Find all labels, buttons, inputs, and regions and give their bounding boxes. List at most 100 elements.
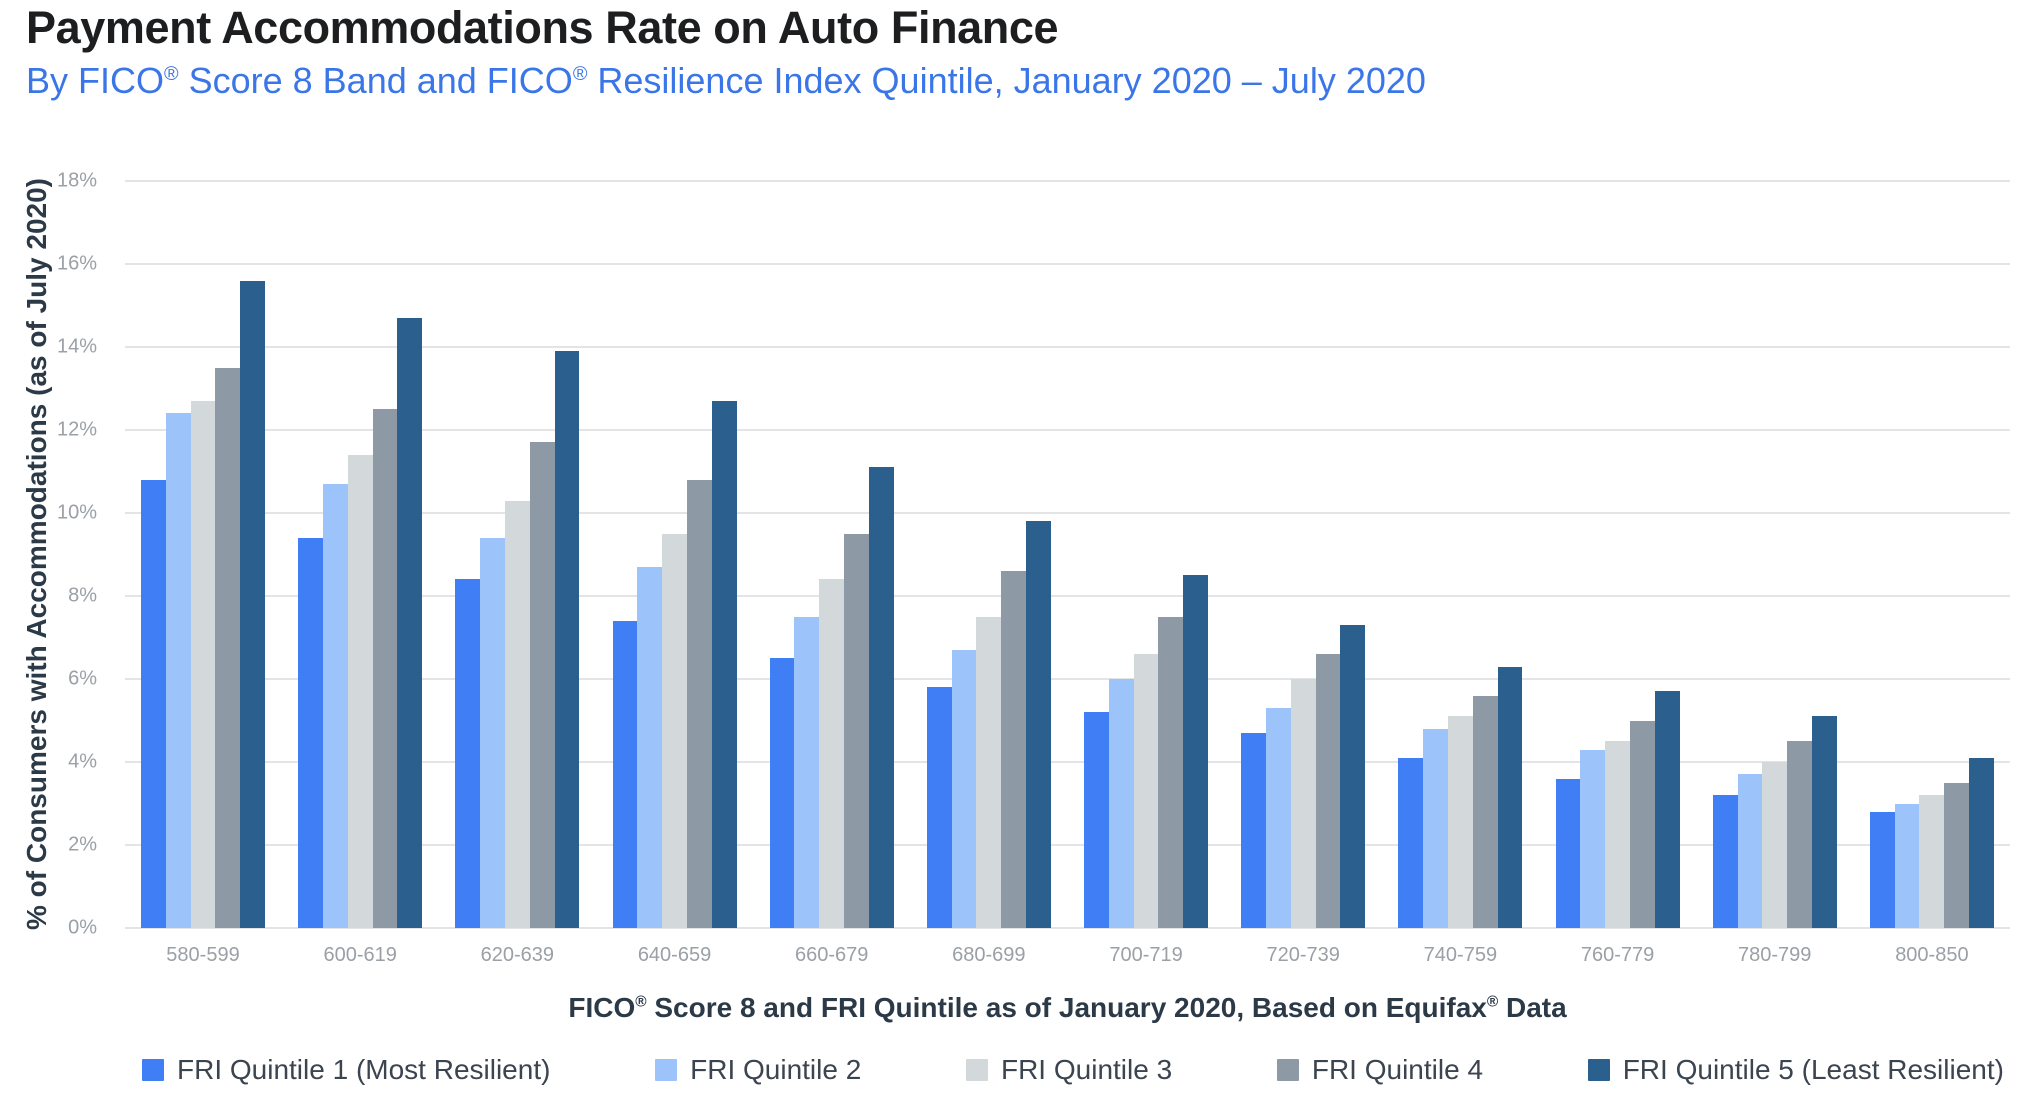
bar-group-800-850 [1869,181,1994,928]
x-tick-label-740-759: 740-759 [1423,944,1498,966]
bar-760-779-FRI Quintile 5 (Least Resilient) [1654,691,1680,928]
bar-720-739-FRI Quintile 3 [1290,679,1316,928]
gridline-8% [125,595,2010,597]
y-tick-label: 2% [68,833,97,856]
bar-group-620-639 [455,181,580,928]
legend-item: FRI Quintile 1 (Most Resilient) [142,1054,550,1086]
bar-group-660-679 [769,181,894,928]
bar-780-799-FRI Quintile 2 [1737,774,1763,928]
x-tick-label-640-659: 640-659 [637,944,712,966]
bar-760-779-FRI Quintile 1 (Most Resilient) [1555,778,1581,928]
bar-600-619-FRI Quintile 5 (Least Resilient) [397,317,423,928]
bar-680-699-FRI Quintile 4 [1001,571,1027,928]
bar-720-739-FRI Quintile 5 (Least Resilient) [1340,625,1366,928]
y-tick-label: 12% [56,418,97,441]
bar-760-779-FRI Quintile 2 [1580,749,1606,928]
legend-label: FRI Quintile 4 [1311,1054,1484,1085]
page-subtitle: By FICO® Score 8 Band and FICO® Resilien… [26,60,1426,101]
bar-group-720-739 [1241,181,1366,928]
bar-660-679-FRI Quintile 2 [794,616,820,928]
bar-740-759-FRI Quintile 1 (Most Resilient) [1398,757,1424,928]
legend-label: FRI Quintile 5 (Least Resilient) [1622,1054,2004,1085]
bar-680-699-FRI Quintile 2 [951,649,977,928]
legend-item: FRI Quintile 2 [655,1054,861,1086]
bar-740-759-FRI Quintile 3 [1447,716,1473,928]
legend-label: FRI Quintile 1 (Most Resilient) [177,1054,551,1085]
bar-720-739-FRI Quintile 1 (Most Resilient) [1241,732,1266,928]
bar-760-779-FRI Quintile 4 [1629,720,1655,928]
x-tick-label-680-699: 680-699 [952,944,1026,966]
x-tick-label-700-719: 700-719 [1109,944,1183,966]
gridline-4% [125,761,2010,763]
legend-label: FRI Quintile 2 [690,1054,862,1085]
x-tick-label-780-799: 780-799 [1738,944,1812,966]
bar-720-739-FRI Quintile 4 [1315,654,1341,928]
legend-swatch [1276,1059,1299,1081]
y-tick-label: 14% [56,335,97,358]
legend-item: FRI Quintile 4 [1276,1054,1484,1086]
bar-580-599-FRI Quintile 3 [190,400,216,928]
bar-580-599-FRI Quintile 5 (Least Resilient) [240,280,265,928]
x-axis-title: FICO® Score 8 and FRI Quintile as of Jan… [568,992,1567,1023]
gridline-12% [125,429,2010,431]
gridline-10% [125,512,2010,514]
x-tick-label-580-599: 580-599 [166,944,240,966]
bar-580-599-FRI Quintile 1 (Most Resilient) [141,479,166,928]
bar-740-759-FRI Quintile 2 [1423,728,1448,928]
y-tick-label: 16% [56,252,97,275]
bar-780-799-FRI Quintile 5 (Least Resilient) [1811,716,1837,928]
x-tick-label-800-850: 800-850 [1895,944,1969,966]
bar-800-850-FRI Quintile 4 [1944,782,1970,928]
bar-800-850-FRI Quintile 5 (Least Resilient) [1969,757,1994,928]
bar-760-779-FRI Quintile 3 [1605,741,1630,928]
bar-group-760-779 [1555,181,1680,928]
bar-700-719-FRI Quintile 2 [1108,679,1134,928]
bar-800-850-FRI Quintile 2 [1894,803,1920,928]
x-tick-label-660-679: 660-679 [794,944,869,966]
bar-series-container [125,181,2010,928]
bar-700-719-FRI Quintile 5 (Least Resilient) [1183,575,1209,928]
bar-700-719-FRI Quintile 4 [1158,616,1184,928]
legend-item: FRI Quintile 3 [965,1054,1173,1086]
legend-swatch [142,1059,164,1081]
bar-640-659-FRI Quintile 3 [662,533,687,928]
bar-800-850-FRI Quintile 3 [1919,795,1945,928]
y-tick-label: 6% [68,667,97,690]
bar-620-639-FRI Quintile 2 [480,537,505,928]
bar-780-799-FRI Quintile 4 [1787,741,1812,928]
bar-group-700-719 [1084,181,1209,928]
y-tick-label: 0% [68,916,97,939]
bar-600-619-FRI Quintile 4 [372,409,398,928]
bar-group-780-799 [1712,181,1837,928]
legend-swatch [1587,1059,1610,1081]
y-tick-label: 10% [56,501,97,524]
x-tick-label-720-739: 720-739 [1266,944,1340,966]
bar-group-680-699 [926,181,1051,928]
x-tick-label-620-639: 620-639 [480,944,555,966]
bar-640-659-FRI Quintile 4 [686,479,712,928]
y-axis-tick-labels: 0% 2% 4% 6% 8% 10% 12% 14% 16% 18% [0,170,111,939]
bar-620-639-FRI Quintile 1 (Most Resilient) [455,579,481,928]
bar-640-659-FRI Quintile 5 (Least Resilient) [711,400,737,928]
gridline-2% [125,844,2010,846]
bar-800-850-FRI Quintile 1 (Most Resilient) [1869,811,1895,928]
legend-label: FRI Quintile 3 [1000,1054,1173,1085]
bar-620-639-FRI Quintile 4 [529,442,555,928]
bar-620-639-FRI Quintile 5 (Least Resilient) [554,351,580,928]
bar-620-639-FRI Quintile 3 [504,500,530,928]
bar-680-699-FRI Quintile 1 (Most Resilient) [926,687,952,928]
bar-580-599-FRI Quintile 2 [165,413,191,928]
bar-group-740-759 [1398,181,1523,928]
bar-700-719-FRI Quintile 1 (Most Resilient) [1084,712,1109,928]
gridline-14% [125,346,2010,348]
bar-600-619-FRI Quintile 2 [322,483,348,928]
x-tick-label-760-779: 760-779 [1580,944,1655,966]
bar-660-679-FRI Quintile 5 (Least Resilient) [868,467,894,928]
x-axis-tick-labels: 580-599 600-619 620-639 640-659 660-679 680-6… [125,944,2010,967]
gridline-18% [125,180,2010,182]
page-title: Payment Accommodations Rate on Auto Fina… [26,2,1059,53]
gridline-0% [125,927,2010,929]
bar-group-600-619 [298,181,423,928]
legend: FRI Quintile 1 (Most Resilient) FRI Quint… [142,1050,2004,1090]
bar-740-759-FRI Quintile 4 [1472,695,1498,928]
